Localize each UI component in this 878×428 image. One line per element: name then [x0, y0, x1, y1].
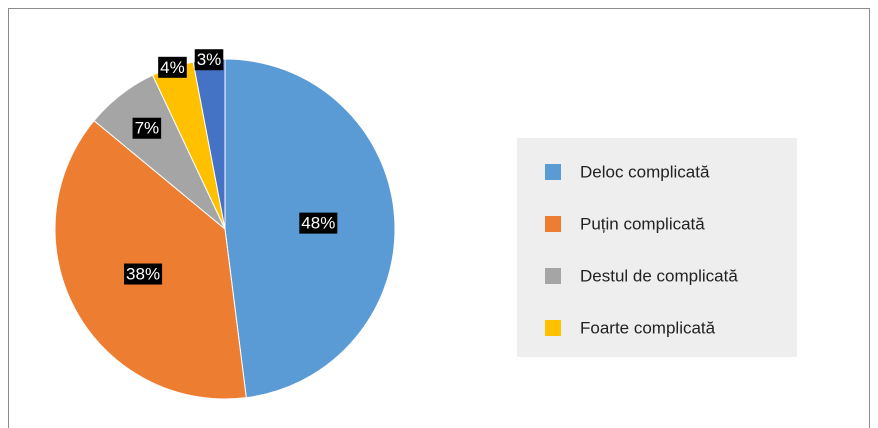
frame: [8, 8, 870, 428]
legend-label: Deloc complicată: [580, 162, 710, 181]
legend-swatch: [545, 164, 561, 180]
data-label: 48%: [301, 214, 335, 233]
data-label: 7%: [135, 119, 160, 138]
legend-label: Foarte complicată: [580, 318, 716, 337]
data-label: 3%: [197, 50, 222, 69]
data-label-bg: [158, 56, 187, 78]
pie-slice: [54, 119, 247, 400]
legend-label: Puțin complicată: [580, 214, 705, 233]
data-label-bg: [299, 212, 338, 234]
legend-swatch: [545, 216, 561, 232]
data-label-bg: [194, 49, 224, 71]
legend-box: [517, 138, 797, 357]
legend-swatch: [545, 320, 561, 336]
data-label-bg: [132, 117, 162, 139]
data-label: 38%: [126, 265, 160, 284]
legend-swatch: [545, 268, 561, 284]
data-label: 4%: [160, 58, 185, 77]
legend-label: Destul de complicată: [580, 266, 738, 285]
data-label-bg: [124, 263, 163, 285]
